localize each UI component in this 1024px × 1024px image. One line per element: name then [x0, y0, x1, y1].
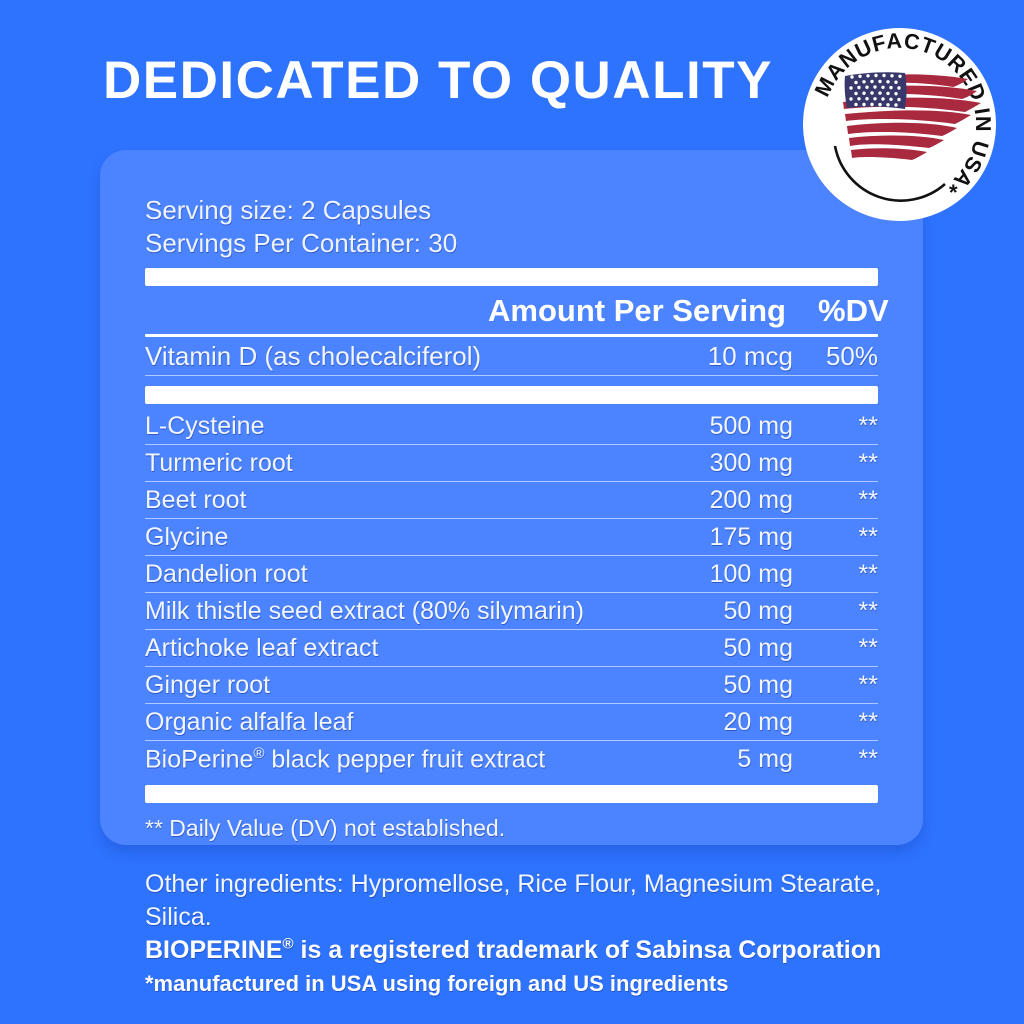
svg-text:*: * — [949, 180, 958, 205]
